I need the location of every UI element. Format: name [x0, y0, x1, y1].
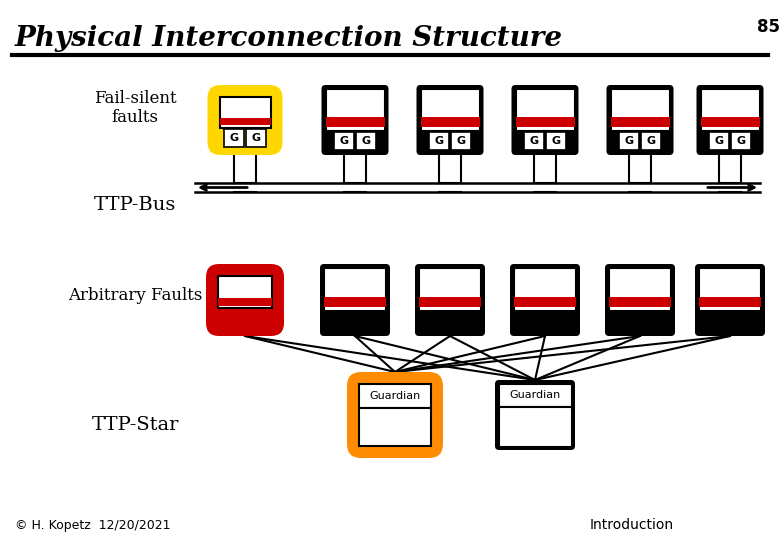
Bar: [699, 268, 761, 311]
Bar: [700, 117, 760, 127]
FancyBboxPatch shape: [321, 85, 388, 155]
Bar: [514, 296, 576, 307]
Bar: [224, 129, 244, 147]
Text: G: G: [647, 136, 655, 146]
Bar: [731, 132, 751, 150]
FancyBboxPatch shape: [695, 264, 765, 336]
Text: TTP-Bus: TTP-Bus: [94, 196, 176, 214]
Bar: [429, 132, 449, 150]
Bar: [324, 268, 386, 311]
Text: G: G: [714, 136, 724, 146]
Text: G: G: [251, 133, 261, 143]
FancyBboxPatch shape: [510, 264, 580, 336]
Bar: [524, 132, 544, 150]
Bar: [498, 383, 572, 408]
Text: Physical Interconnection Structure: Physical Interconnection Structure: [15, 24, 563, 51]
Text: G: G: [530, 136, 538, 146]
Text: G: G: [339, 136, 349, 146]
Bar: [359, 408, 431, 446]
Bar: [451, 132, 471, 150]
FancyBboxPatch shape: [512, 85, 579, 155]
Bar: [619, 132, 639, 150]
Text: © H. Kopetz  12/20/2021: © H. Kopetz 12/20/2021: [15, 518, 171, 531]
Text: G: G: [434, 136, 444, 146]
Text: 85: 85: [757, 18, 780, 36]
Bar: [609, 268, 671, 311]
Bar: [611, 117, 669, 127]
Bar: [420, 117, 480, 127]
Text: G: G: [551, 136, 561, 146]
Text: G: G: [456, 136, 466, 146]
Bar: [219, 97, 271, 128]
Text: G: G: [625, 136, 633, 146]
Text: Guardian: Guardian: [509, 390, 561, 401]
Text: Fail-silent
faults: Fail-silent faults: [94, 90, 176, 126]
Text: Introduction: Introduction: [590, 518, 674, 532]
FancyBboxPatch shape: [347, 372, 443, 458]
Bar: [420, 89, 480, 131]
Text: Guardian: Guardian: [370, 391, 420, 401]
Bar: [419, 268, 481, 311]
FancyBboxPatch shape: [607, 85, 673, 155]
Bar: [709, 132, 729, 150]
FancyBboxPatch shape: [605, 264, 675, 336]
Bar: [498, 408, 572, 447]
Bar: [514, 268, 576, 311]
FancyBboxPatch shape: [206, 264, 284, 336]
Bar: [609, 296, 671, 307]
Bar: [611, 89, 669, 131]
Bar: [325, 89, 385, 131]
Text: G: G: [361, 136, 370, 146]
Text: TTP-Star: TTP-Star: [91, 416, 179, 434]
FancyBboxPatch shape: [697, 85, 764, 155]
Bar: [218, 298, 272, 306]
Bar: [546, 132, 566, 150]
FancyBboxPatch shape: [207, 85, 282, 155]
FancyBboxPatch shape: [417, 85, 484, 155]
Bar: [334, 132, 354, 150]
FancyBboxPatch shape: [320, 264, 390, 336]
Bar: [218, 276, 272, 308]
Bar: [325, 117, 385, 127]
Bar: [516, 89, 575, 131]
Text: G: G: [736, 136, 746, 146]
Bar: [516, 117, 575, 127]
Bar: [699, 296, 761, 307]
Bar: [246, 129, 266, 147]
Bar: [419, 296, 481, 307]
FancyBboxPatch shape: [415, 264, 485, 336]
Bar: [324, 296, 386, 307]
Bar: [219, 118, 271, 125]
Bar: [359, 384, 431, 408]
Bar: [700, 89, 760, 131]
FancyBboxPatch shape: [495, 380, 575, 450]
Bar: [641, 132, 661, 150]
Bar: [356, 132, 376, 150]
Text: G: G: [229, 133, 239, 143]
Text: Arbitrary Faults: Arbitrary Faults: [68, 287, 202, 303]
